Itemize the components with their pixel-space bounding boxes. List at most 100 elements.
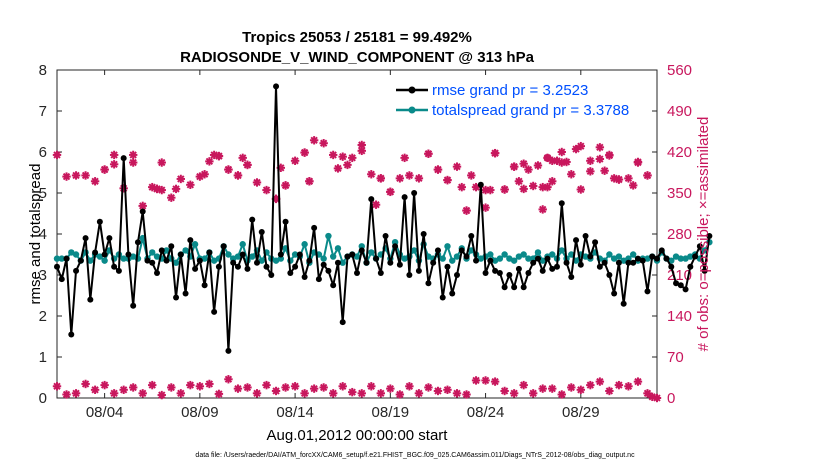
rmse-point [82,235,89,242]
obs-count-marker [624,174,633,183]
rmse-point [77,257,84,264]
totalspread-point [353,253,361,260]
rmse-point [258,228,265,235]
obs-count-marker [328,389,338,398]
obs-count-marker [119,385,128,394]
obs-count-marker [71,171,81,180]
totalspread-point [487,251,494,258]
rmse-point [315,276,322,283]
chart-title: Tropics 25053 / 25181 = 99.492% [242,29,472,46]
obs-count-marker [405,171,414,180]
x-tick-label: 08/29 [562,404,600,421]
obs-count-marker [252,178,262,187]
rmse-point [296,251,303,258]
rmse-point [558,200,565,207]
rmse-point [220,243,227,250]
obs-count-marker [186,380,195,390]
rmse-point [625,259,632,266]
obs-count-marker [233,384,243,393]
obs-count-marker [252,389,262,398]
rmse-point [544,255,551,262]
obs-count-marker [367,382,376,391]
rmse-point [201,282,208,289]
y-tick-label: 2 [39,308,47,325]
rmse-point [320,261,327,268]
obs-count-marker [652,393,662,403]
obs-count-marker [443,175,452,185]
rmse-point [239,251,246,258]
rmse-point [406,272,413,278]
obs-count-marker [157,185,166,195]
rmse-point [677,282,684,289]
obs-count-marker [52,150,62,160]
rmse-point [473,257,480,264]
rmse-point [692,253,699,260]
obs-count-marker [262,380,271,390]
obs-count-marker [557,390,566,399]
obs-count-marker [367,170,376,179]
obs-count-marker [605,386,614,396]
obs-count-marker [128,150,138,160]
rmse-point [644,288,651,295]
y-tick-label-right: 490 [667,103,692,120]
obs-count-marker [490,377,500,386]
rmse-point [206,249,213,256]
obs-count-marker [528,389,538,398]
obs-count-marker [300,148,309,157]
y-tick-label: 4 [39,226,47,243]
x-tick-label: 08/14 [276,404,314,421]
rmse-point [454,272,460,278]
obs-count-marker [519,380,528,390]
obs-count-marker [338,382,347,391]
rmse-point [58,276,65,283]
y-tick-label: 0 [39,390,47,407]
obs-count-marker [481,376,490,385]
rmse-point [230,259,237,266]
rmse-point [396,261,403,268]
rmse-point [663,255,670,262]
rmse-point [325,267,332,274]
rmse-point [211,308,218,315]
obs-count-marker [490,148,500,158]
obs-count-marker [90,177,100,186]
rmse-point [630,259,637,266]
rmse-point [115,267,122,274]
obs-count-marker [343,160,352,170]
totalspread-point [239,241,246,248]
y-tick-label: 6 [39,144,47,161]
obs-count-marker [514,177,524,186]
obs-count-marker [205,157,214,166]
obs-count-marker [519,159,528,168]
obs-count-marker [624,382,633,391]
obs-count-marker [595,377,605,386]
totalspread-point [258,257,265,264]
rmse-point [277,251,284,258]
rmse-point [530,259,537,266]
rmse-point [68,331,75,338]
y-tick-label-right: 0 [667,390,675,407]
totalspread-point [449,257,456,264]
rmse-point [287,269,294,276]
rmse-point [358,247,365,254]
y-tick-label-right: 280 [667,226,692,243]
rmse-point [634,255,641,262]
totalspread-point [558,247,565,254]
rmse-point [377,269,384,276]
obs-count-marker [328,150,338,160]
obs-count-marker [109,150,119,160]
obs-count-marker [238,153,247,163]
obs-count-marker [395,174,405,183]
totalspread-point [677,255,685,262]
totalspread-point [534,249,542,256]
obs-count-marker [309,384,319,393]
plot-area [56,69,658,399]
y-tick-label: 7 [39,103,47,120]
totalspread-point [501,251,508,258]
rmse-point [706,233,713,240]
obs-count-marker [452,162,462,171]
totalspread-point [53,255,61,262]
rmse-point [411,190,418,196]
obs-count-marker [138,389,147,398]
rmse-point [554,263,560,270]
rmse-point [92,249,99,256]
